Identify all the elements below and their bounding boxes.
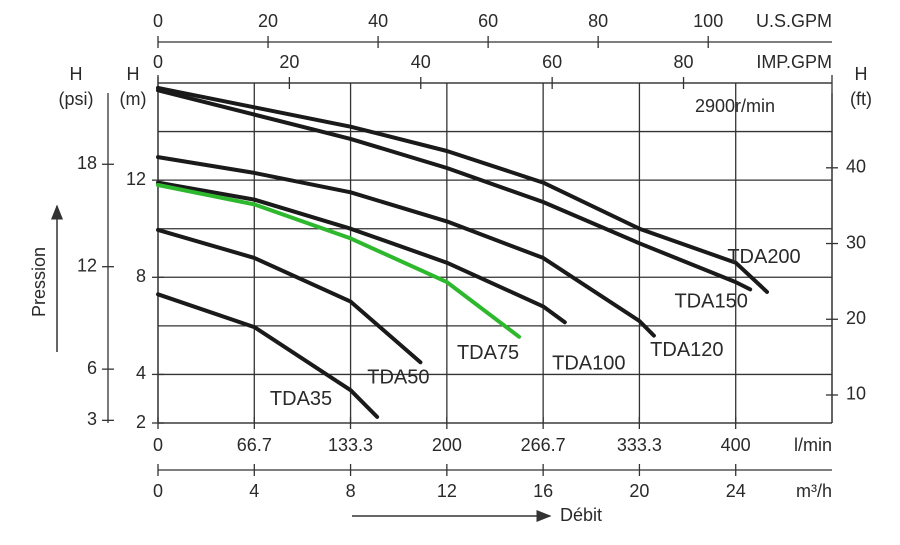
curve-label: TDA35 — [270, 388, 332, 410]
y-tick-label: 30 — [846, 232, 866, 252]
x-tick-label: 60 — [542, 52, 562, 72]
annotation: 2900r/min — [695, 96, 775, 116]
x-tick-label: 0 — [153, 481, 163, 501]
curve — [156, 292, 380, 419]
x-tick-label: 0 — [153, 52, 163, 72]
x-tick-label: 24 — [726, 481, 746, 501]
x-tick-label: 40 — [368, 11, 388, 31]
x-tick-label: 266.7 — [521, 435, 566, 455]
curve — [156, 85, 769, 294]
x-tick-label: 20 — [629, 481, 649, 501]
y-tick-label: 20 — [846, 308, 866, 328]
axis-unit: U.S.GPM — [756, 11, 832, 31]
x-tick-label: 16 — [533, 481, 553, 501]
curve — [156, 227, 423, 365]
x-tick-label: 8 — [346, 481, 356, 501]
curve-label: TDA150 — [674, 291, 747, 313]
y-tick-label: 8 — [136, 266, 146, 286]
curve-label: TDA200 — [727, 246, 800, 268]
x-tick-label: 400 — [721, 435, 751, 455]
y-tick-label: 18 — [77, 153, 97, 173]
x-tick-label: 20 — [279, 52, 299, 72]
y-tick-label: 40 — [846, 157, 866, 177]
axis-unit: IMP.GPM — [756, 52, 832, 72]
y-tick-label: 4 — [136, 363, 146, 383]
y-tick-label: 12 — [77, 255, 97, 275]
x-tick-label: 66.7 — [237, 435, 272, 455]
x-tick-label: 4 — [249, 481, 259, 501]
x-tick-label: 133.3 — [328, 435, 373, 455]
y-tick-label: 6 — [87, 358, 97, 378]
curve-label: TDA120 — [650, 339, 723, 361]
x-tick-label: 80 — [674, 52, 694, 72]
x-tick-label: 80 — [588, 11, 608, 31]
axis-unit: (ft) — [850, 89, 872, 109]
axis-unit: H — [127, 64, 140, 84]
curve-label: TDA100 — [552, 352, 625, 374]
y-tick-label: 3 — [87, 409, 97, 429]
x-tick-label: 333.3 — [617, 435, 662, 455]
x-tick-label: 0 — [153, 11, 163, 31]
axis-unit: m³/h — [796, 481, 832, 501]
y-tick-label: 10 — [846, 384, 866, 404]
curve — [156, 155, 656, 338]
x-tick-label: 40 — [411, 52, 431, 72]
x-tick-label: 12 — [437, 481, 457, 501]
y-tick-label: 2 — [136, 412, 146, 432]
axis-unit: l/min — [794, 435, 832, 455]
curve-label: TDA50 — [367, 367, 429, 389]
x-tick-label: 0 — [153, 435, 163, 455]
x-tick-label: 60 — [478, 11, 498, 31]
curve — [156, 88, 753, 292]
curve — [156, 183, 522, 339]
axis-unit: (psi) — [59, 89, 94, 109]
x-tick-label: 200 — [432, 435, 462, 455]
x-tick-label: 100 — [693, 11, 723, 31]
curve-label: TDA75 — [457, 342, 519, 364]
axis-unit: H — [70, 64, 83, 84]
axis-unit: H — [855, 64, 868, 84]
y-tick-label: 12 — [126, 169, 146, 189]
y-label: Pression — [29, 247, 49, 317]
x-tick-label: 20 — [258, 11, 278, 31]
x-label: Débit — [560, 505, 602, 525]
curve — [156, 180, 567, 325]
axis-unit: (m) — [120, 89, 147, 109]
